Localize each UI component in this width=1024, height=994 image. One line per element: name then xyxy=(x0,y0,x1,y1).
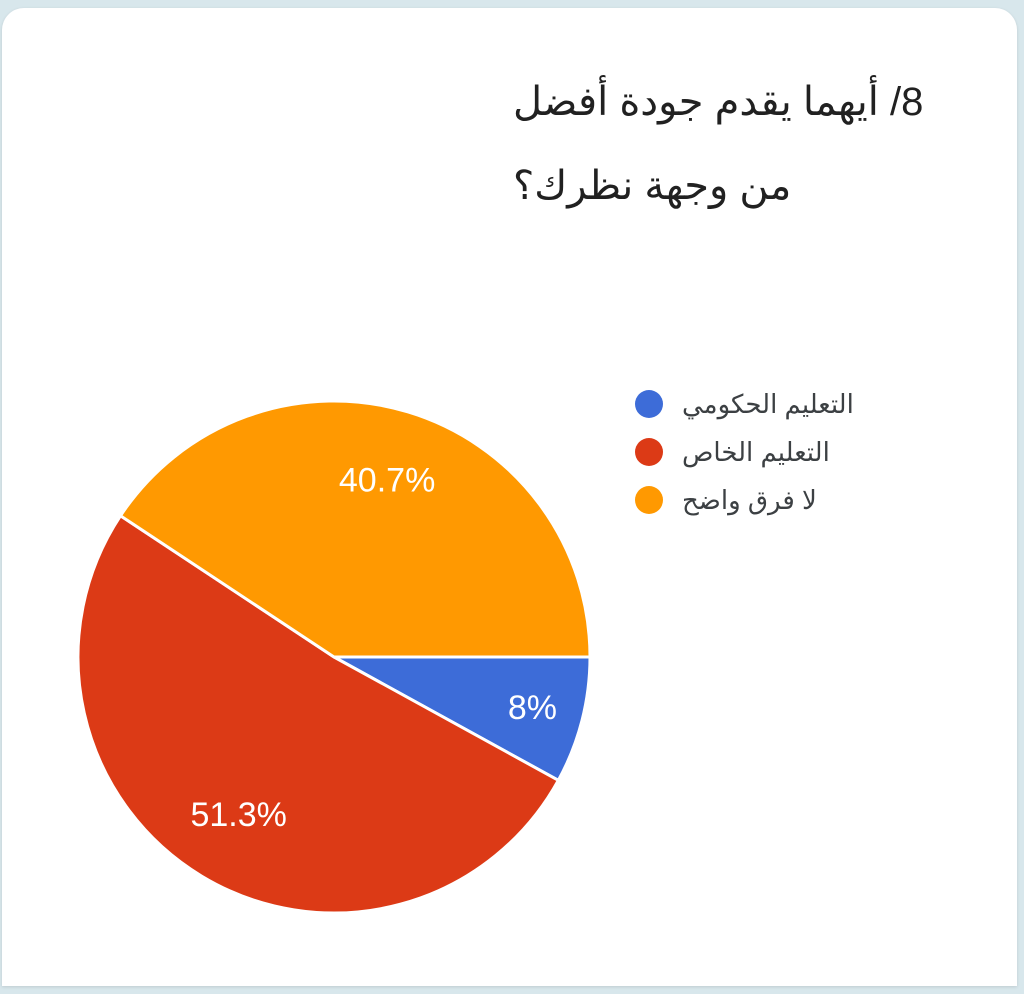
pie-chart: 8% 51.3% 40.7% xyxy=(76,399,592,915)
legend-item: التعليم الحكومي xyxy=(635,380,854,428)
question-title-line-2: من وجهة نظرك؟ xyxy=(513,164,792,208)
chart-legend: التعليم الحكومي التعليم الخاص لا فرق واض… xyxy=(635,380,854,524)
legend-dot-icon xyxy=(635,486,663,514)
question-title: 8/ أيهما يقدم جودة أفضل من وجهة نظرك؟ xyxy=(513,60,973,228)
legend-item: لا فرق واضح xyxy=(635,476,854,524)
results-card: 8/ أيهما يقدم جودة أفضل من وجهة نظرك؟ 8%… xyxy=(2,8,1017,986)
legend-label: التعليم الخاص xyxy=(682,437,830,467)
legend-item: التعليم الخاص xyxy=(635,428,854,476)
pie-slice-3[interactable] xyxy=(118,399,592,659)
legend-label: لا فرق واضح xyxy=(682,485,817,515)
legend-dot-icon xyxy=(635,438,663,466)
slice-label: 51.3% xyxy=(190,796,286,834)
question-title-line-1: 8/ أيهما يقدم جودة أفضل xyxy=(513,80,924,124)
slice-label: 8% xyxy=(508,689,557,727)
legend-dot-icon xyxy=(635,390,663,418)
slice-label: 40.7% xyxy=(339,462,435,500)
pie-slice-1[interactable] xyxy=(332,655,592,782)
legend-label: التعليم الحكومي xyxy=(682,389,854,419)
pie-slice-2[interactable] xyxy=(76,514,560,915)
